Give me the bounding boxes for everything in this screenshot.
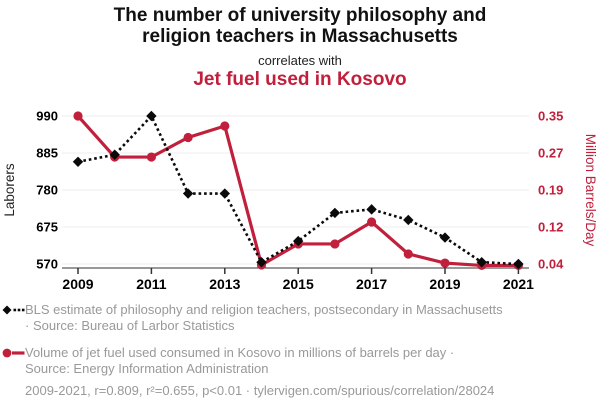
teachers-point	[439, 232, 451, 243]
left-axis-tick: 780	[36, 183, 58, 198]
teachers-point	[146, 110, 157, 122]
right-axis-tick: 0.12	[538, 220, 563, 235]
stats-footer: 2009-2021, r=0.809, r²=0.655, p<0.01 · t…	[25, 383, 495, 398]
teachers-point	[72, 156, 84, 168]
left-axis-tick: 570	[36, 257, 58, 272]
secondary-title: Jet fuel used in Kosovo	[193, 69, 407, 90]
title-line-2: religion teachers in Massachusetts	[142, 26, 458, 47]
jet-fuel-point	[403, 249, 413, 259]
diamond-dotted-legend-icon	[2, 305, 25, 315]
left-axis-title: Laborers	[2, 163, 17, 217]
legend-item-teachers: BLS estimate of philosophy and religion …	[0, 302, 600, 334]
legend-jet-fuel-line-2: Source: Energy Information Administratio…	[25, 361, 269, 376]
right-axis-tick: 0.19	[538, 183, 563, 198]
teachers-point	[476, 257, 487, 268]
jet-fuel-point	[440, 258, 450, 268]
left-axis-tick: 675	[36, 220, 58, 235]
page-title: The number of university philosophy and …	[0, 5, 600, 47]
x-axis-tick: 2015	[283, 276, 314, 292]
x-axis-tick: 2021	[503, 276, 534, 292]
legend-text-teachers: BLS estimate of philosophy and religion …	[25, 302, 585, 334]
x-axis-tick: 2009	[62, 276, 93, 292]
jet-fuel-point	[330, 239, 340, 249]
x-axis-tick: 2019	[429, 276, 460, 292]
teachers-point	[182, 188, 194, 199]
right-axis-tick: 0.35	[538, 109, 563, 124]
right-axis-title: Million Barrels/Day	[583, 134, 598, 247]
teachers-point	[256, 257, 267, 268]
legend-text-jet-fuel: Volume of jet fuel used consumed in Koso…	[25, 345, 585, 377]
teachers-point	[293, 235, 304, 247]
right-axis-tick: 0.04	[538, 257, 564, 272]
teachers-point	[329, 207, 341, 219]
teachers-point	[219, 188, 230, 199]
x-axis-tick: 2017	[356, 276, 387, 292]
left-axis-tick: 990	[36, 109, 58, 124]
jet-fuel-point	[367, 217, 377, 227]
circle-solid-legend-icon	[2, 348, 25, 358]
legend-item-jet-fuel: Volume of jet fuel used consumed in Koso…	[0, 345, 600, 377]
legend-teachers-line-2: · Source: Bureau of Larbor Statistics	[25, 318, 235, 333]
right-axis-tick: 0.27	[538, 146, 563, 161]
teachers-point	[109, 149, 120, 160]
teachers-point	[366, 204, 377, 215]
title-line-1: The number of university philosophy and	[113, 5, 487, 26]
correlates-with-label: correlates with	[258, 53, 342, 68]
teachers-point	[513, 258, 524, 270]
chart-svg: 990 0.35 885 0.27 780 0.19 675 0.12 570 0.04 2009 2…	[2, 109, 598, 293]
legend-jet-fuel-line-1: Volume of jet fuel used consumed in Koso…	[25, 345, 455, 360]
left-axis-tick: 885	[36, 146, 58, 161]
teachers-point	[403, 214, 414, 226]
jet-fuel-point	[220, 121, 230, 131]
x-axis-tick: 2013	[209, 276, 240, 292]
x-axis-tick: 2011	[136, 276, 167, 292]
jet-fuel-point	[73, 111, 83, 121]
legend-teachers-line-1: BLS estimate of philosophy and religion …	[25, 302, 503, 317]
jet-fuel-point	[183, 132, 193, 143]
jet-fuel-point	[146, 152, 156, 162]
